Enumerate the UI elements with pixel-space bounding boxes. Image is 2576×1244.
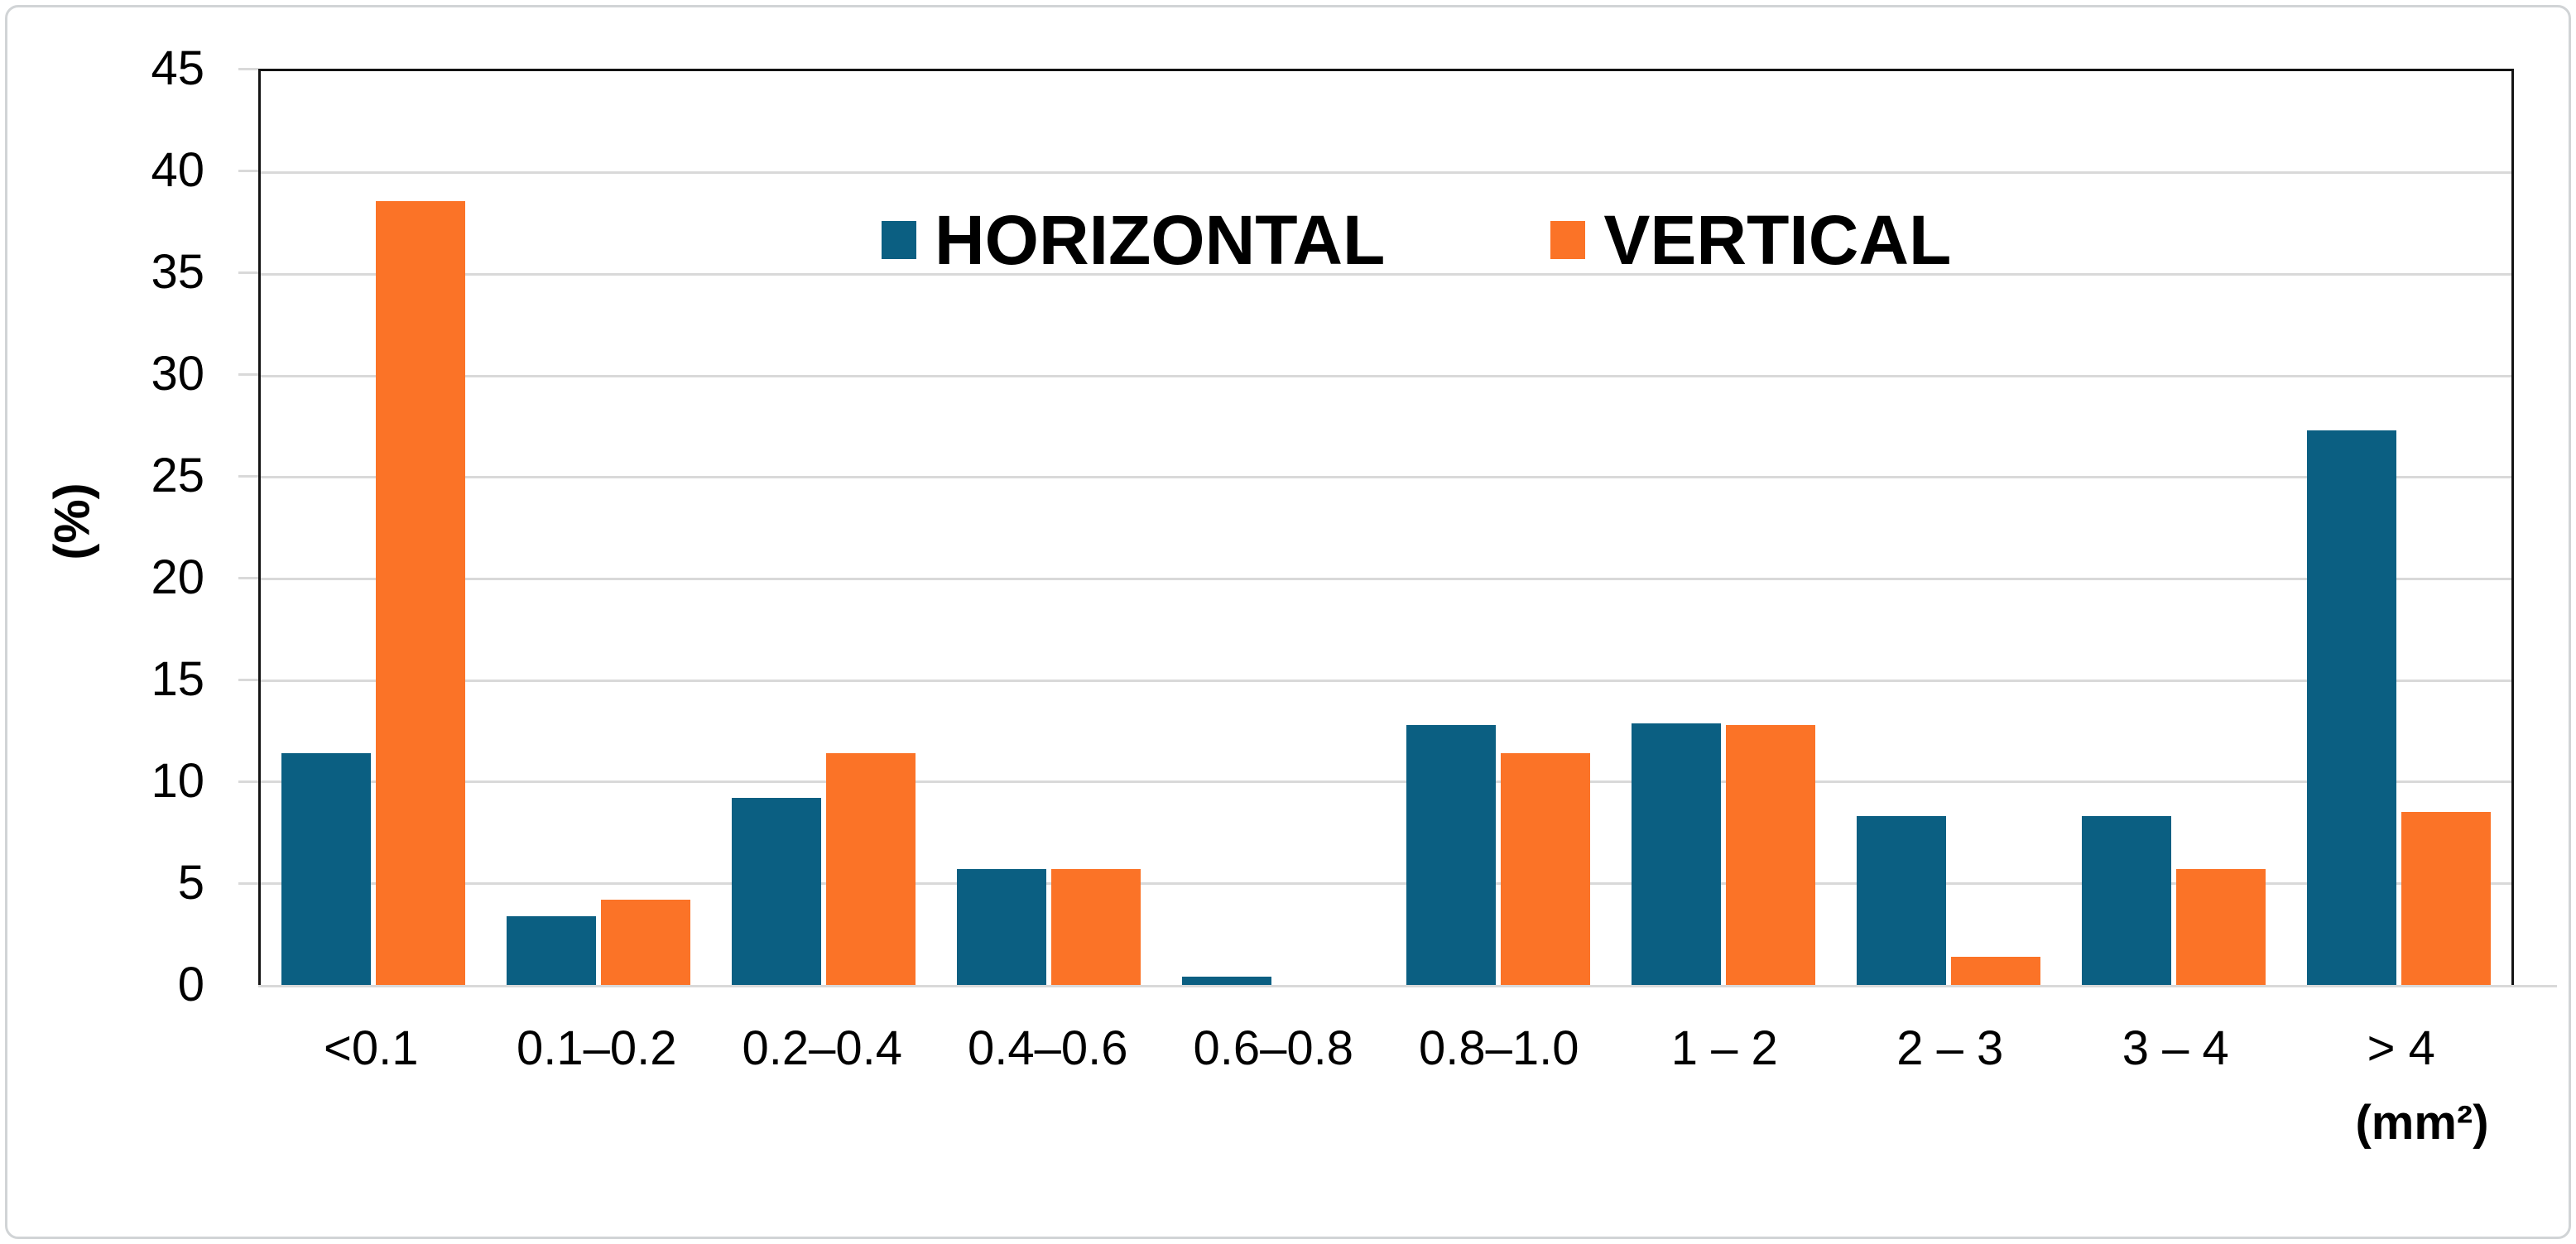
bar-horizontal — [1632, 723, 1722, 985]
gridline — [261, 171, 2511, 175]
legend-item-vertical: VERTICAL — [1550, 205, 1951, 275]
y-tick-label: 10 — [151, 754, 204, 808]
bar-group — [2286, 71, 2511, 985]
legend-marker-vertical-icon — [1550, 221, 1586, 259]
legend-item-horizontal: HORIZONTAL — [882, 205, 1385, 275]
x-axis-tick-labels: <0.1 0.1–0.2 0.2–0.4 0.4–0.6 0.6–0.8 0.8–1.0 1… — [258, 1025, 2514, 1073]
gridline — [261, 272, 2511, 276]
x-tick-label: 1 – 2 — [1670, 1021, 1778, 1075]
y-tick-mark — [238, 881, 258, 885]
bar-vertical — [375, 201, 465, 985]
bar-vertical — [1501, 753, 1591, 985]
bar-groups — [261, 71, 2511, 985]
legend-label-horizontal: HORIZONTAL — [935, 201, 1386, 279]
y-tick-label: 20 — [151, 550, 204, 604]
bar-vertical — [1050, 869, 1141, 985]
y-tick-label: 30 — [151, 347, 204, 401]
bar-horizontal — [506, 915, 596, 985]
y-tick-mark — [238, 67, 258, 70]
y-tick-mark — [238, 372, 258, 376]
bar-horizontal — [2082, 816, 2172, 985]
bar-group — [2061, 71, 2286, 985]
y-tick-mark — [238, 474, 258, 478]
y-tick-mark — [238, 271, 258, 274]
bar-horizontal — [956, 869, 1046, 985]
y-tick-mark — [238, 780, 258, 783]
bar-horizontal — [1406, 724, 1497, 985]
x-tick-label: 0.6–0.8 — [1193, 1021, 1353, 1075]
bar-horizontal — [731, 798, 821, 985]
gridline — [261, 476, 2511, 479]
y-tick-mark — [238, 678, 258, 681]
bar-group — [1611, 71, 1836, 985]
legend-marker-horizontal-icon — [882, 221, 916, 259]
gridline — [261, 781, 2511, 784]
bar-vertical — [1726, 724, 1816, 985]
y-tick-label: 0 — [177, 958, 204, 1011]
plot-area: HORIZONTAL VERTICAL — [258, 69, 2557, 987]
bar-group — [1836, 71, 2061, 985]
y-tick-mark — [238, 576, 258, 579]
gridline — [261, 881, 2511, 885]
y-tick-label: 40 — [151, 143, 204, 197]
bar-group — [711, 71, 936, 985]
bar-group — [936, 71, 1161, 985]
x-axis-unit-label: (mm²) — [2355, 1096, 2489, 1150]
x-tick-label: 0.2–0.4 — [742, 1021, 902, 1075]
bar-group — [1387, 71, 1612, 985]
bar-vertical — [825, 753, 916, 985]
gridline — [261, 577, 2511, 580]
y-tick-mark — [238, 169, 258, 172]
bar-horizontal — [1857, 816, 1947, 985]
gridline — [261, 679, 2511, 682]
legend-label-vertical: VERTICAL — [1603, 201, 1952, 279]
bar-vertical — [600, 899, 690, 985]
bar-horizontal — [281, 753, 371, 985]
y-tick-label: 15 — [151, 652, 204, 706]
y-tick-label: 5 — [177, 856, 204, 910]
bar-group — [486, 71, 711, 985]
bar-group — [261, 71, 486, 985]
bar-horizontal — [2307, 430, 2397, 985]
gridline — [261, 374, 2511, 377]
y-tick-label: 35 — [151, 245, 204, 299]
x-tick-label: > 4 — [2367, 1021, 2435, 1075]
y-tick-label: 25 — [151, 449, 204, 502]
x-tick-label: 0.8–1.0 — [1418, 1021, 1579, 1075]
bar-group — [1161, 71, 1387, 985]
x-axis-line — [258, 985, 2557, 987]
bar-vertical — [1951, 956, 2041, 985]
y-axis-tick-labels: 0 5 10 15 20 25 30 35 40 45 — [0, 45, 204, 1009]
legend: HORIZONTAL VERTICAL — [882, 205, 1951, 275]
x-tick-label: 3 – 4 — [2122, 1021, 2229, 1075]
x-tick-label: 2 – 3 — [1896, 1021, 2004, 1075]
x-tick-label: 0.1–0.2 — [516, 1021, 677, 1075]
bar-horizontal — [1181, 977, 1271, 985]
x-tick-label: <0.1 — [324, 1021, 419, 1075]
bar-vertical — [2401, 812, 2492, 985]
bar-vertical — [2176, 869, 2266, 985]
y-tick-label: 45 — [151, 41, 204, 95]
x-tick-label: 0.4–0.6 — [967, 1021, 1128, 1075]
